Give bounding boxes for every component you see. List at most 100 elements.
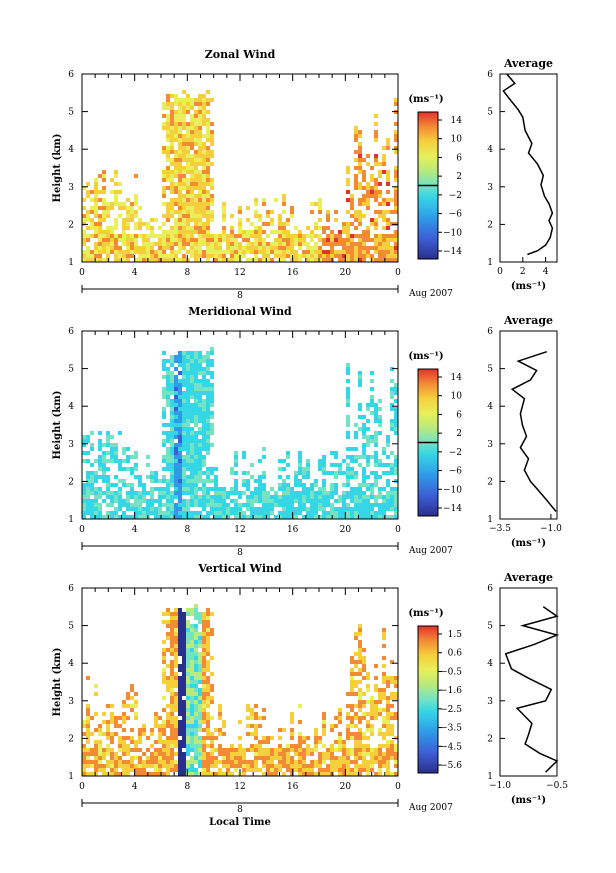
colorbar-tick-label: −6 — [449, 467, 463, 477]
average-y-tick-label: 2 — [487, 477, 493, 487]
date-month-label: Aug 2007 — [408, 289, 453, 299]
average-y-tick-label: 6 — [487, 70, 493, 80]
colorbar-tick-label: 14 — [451, 373, 463, 383]
average-y-tick-label: 1 — [487, 772, 493, 782]
colorbar — [417, 625, 439, 774]
average-y-tick-label: 6 — [487, 327, 493, 337]
x-tick-label: 8 — [184, 525, 190, 535]
x-tick-label: 20 — [340, 268, 352, 278]
date-day-label: 8 — [237, 291, 243, 301]
average-y-tick-label: 4 — [487, 659, 493, 669]
date-month-label: Aug 2007 — [408, 546, 453, 556]
y-axis-label: Height (km) — [52, 134, 63, 203]
x-tick-label: 0 — [395, 268, 401, 278]
colorbar-tick-label: 6 — [456, 153, 462, 163]
colorbar-tick-label: −10 — [443, 228, 462, 238]
average-y-tick-label: 3 — [487, 697, 493, 707]
average-x-axis-label: (ms⁻¹) — [511, 538, 546, 549]
colorbar-tick-label: 14 — [451, 116, 463, 126]
average-y-tick-label: 4 — [487, 145, 493, 155]
colorbar-tick-label: −5.6 — [440, 761, 462, 771]
average-y-tick-label: 5 — [487, 365, 493, 375]
colorbar-unit: (ms⁻¹) — [408, 94, 443, 105]
heatmap-field — [82, 90, 398, 262]
colorbar-tick-label: −0.5 — [440, 667, 462, 677]
colorbar-tick-label: −3.5 — [440, 724, 462, 734]
average-x-tick-label: −3.5 — [489, 524, 511, 534]
y-tick-label: 1 — [68, 515, 74, 525]
colorbar-tick-label: −6 — [449, 210, 463, 220]
average-y-tick-label: 1 — [487, 258, 493, 268]
x-tick-label: 12 — [234, 268, 245, 278]
average-y-tick-label: 2 — [487, 734, 493, 744]
heatmap-field — [82, 347, 398, 519]
x-tick-label: 4 — [132, 782, 138, 792]
panel-title: Vertical Wind — [197, 562, 282, 575]
average-y-tick-label: 6 — [487, 584, 493, 594]
y-tick-label: 1 — [68, 258, 74, 268]
average-y-tick-label: 1 — [487, 515, 493, 525]
average-y-tick-label: 3 — [487, 440, 493, 450]
average-frame — [499, 73, 558, 263]
colorbar-tick-label: −1.6 — [440, 686, 462, 696]
colorbar-unit: (ms⁻¹) — [408, 351, 443, 362]
colorbar-tick-label: 0.6 — [448, 649, 463, 659]
y-tick-label: 2 — [68, 734, 74, 744]
colorbar-tick-label: −2.5 — [440, 705, 462, 715]
y-tick-label: 4 — [68, 145, 74, 155]
colorbar-tick-label: −4.5 — [440, 742, 462, 752]
y-axis-label: Height (km) — [52, 648, 63, 717]
average-profile-line — [502, 73, 554, 256]
y-tick-label: 2 — [68, 220, 74, 230]
average-title: Average — [503, 571, 553, 584]
x-tick-label: 0 — [395, 525, 401, 535]
panel-title: Zonal Wind — [205, 48, 276, 61]
y-tick-label: 6 — [68, 327, 74, 337]
y-tick-label: 1 — [68, 772, 74, 782]
colorbar-tick-label: 1.5 — [448, 630, 463, 640]
colorbar-tick-label: −14 — [443, 504, 462, 514]
x-tick-label: 20 — [340, 782, 352, 792]
average-frame — [499, 587, 558, 777]
average-profile-line — [510, 350, 557, 512]
y-tick-label: 3 — [68, 697, 74, 707]
x-tick-label: 0 — [79, 268, 85, 278]
y-tick-label: 6 — [68, 584, 74, 594]
y-tick-label: 4 — [68, 402, 74, 412]
heatmap-field — [82, 604, 398, 776]
average-x-tick-label: 4 — [543, 267, 549, 277]
date-month-label: Aug 2007 — [408, 803, 453, 813]
y-tick-label: 2 — [68, 477, 74, 487]
x-tick-label: 4 — [132, 525, 138, 535]
average-y-tick-label: 3 — [487, 183, 493, 193]
x-axis-label: Local Time — [209, 817, 271, 828]
x-tick-label: 16 — [287, 525, 299, 535]
colorbar-tick-label: −10 — [443, 485, 462, 495]
x-tick-label: 20 — [340, 525, 352, 535]
x-tick-label: 4 — [132, 268, 138, 278]
x-tick-label: 8 — [184, 782, 190, 792]
y-tick-label: 6 — [68, 70, 74, 80]
colorbar-tick-label: 10 — [451, 392, 463, 402]
colorbar-tick-label: 6 — [456, 410, 462, 420]
y-tick-label: 5 — [68, 622, 74, 632]
average-x-tick-label: 0 — [497, 267, 503, 277]
average-x-axis-label: (ms⁻¹) — [511, 281, 546, 292]
colorbar-unit: (ms⁻¹) — [408, 608, 443, 619]
x-tick-label: 12 — [234, 525, 245, 535]
average-x-tick-label: −0.5 — [546, 781, 568, 791]
average-y-tick-label: 4 — [487, 402, 493, 412]
colorbar-tick-label: 10 — [451, 135, 463, 145]
y-axis-label: Height (km) — [52, 391, 63, 460]
colorbar-tick-label: −2 — [449, 191, 462, 201]
date-day-label: 8 — [237, 805, 243, 815]
x-tick-label: 0 — [395, 782, 401, 792]
average-y-tick-label: 2 — [487, 220, 493, 230]
average-x-tick-label: 2 — [520, 267, 526, 277]
x-tick-label: 8 — [184, 268, 190, 278]
y-tick-label: 5 — [68, 108, 74, 118]
